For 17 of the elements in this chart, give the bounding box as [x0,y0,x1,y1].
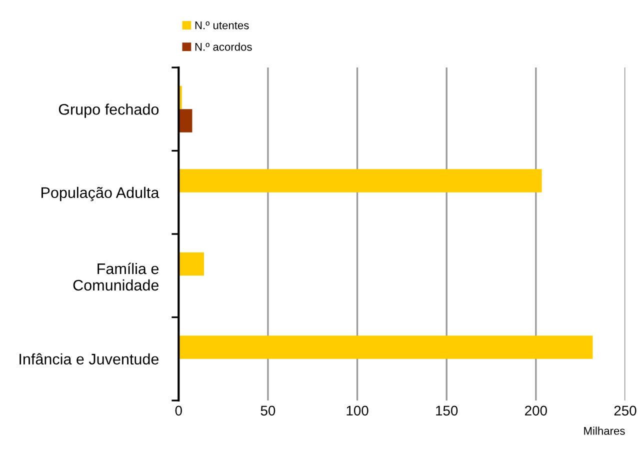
bar [178,252,204,276]
x-tick-label: 150 [436,406,458,416]
x-tick-label: 100 [346,406,368,416]
bar [178,109,192,132]
y-tick-label: Grupo fechado [58,104,159,118]
x-tick-label: 50 [260,406,276,416]
legend-label: N.º utentes [195,21,249,30]
bar [178,169,542,192]
y-tick-label: Infância e Juventude [20,353,159,365]
x-tick-label: 200 [525,406,547,416]
legend-label: N.º acordos [195,42,252,51]
x-tick-label: 0 [175,406,182,416]
y-tick-label: População Adulta [42,186,160,202]
bar [178,336,593,359]
x-tick-label: 250 [614,406,636,416]
y-tick-label: Família e Comunidade [73,262,159,291]
x-axis-title: Milhares [584,426,625,435]
